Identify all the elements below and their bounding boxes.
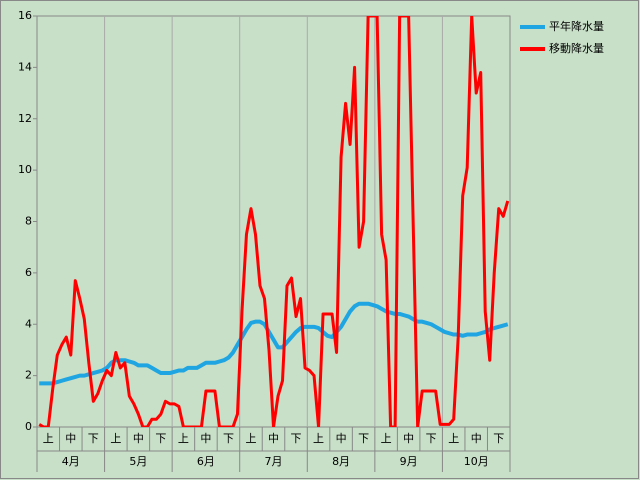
x-tick-label: 下 [223,432,234,445]
month-label: 6月 [197,455,215,468]
legend-label: 平年降水量 [549,19,604,33]
legend-label: 移動降水量 [549,41,604,55]
x-tick-label: 上 [110,432,121,445]
x-tick-label: 上 [245,432,256,445]
y-tick-label: 6 [25,266,32,279]
y-tick-label: 4 [25,317,32,330]
x-tick-label: 上 [381,432,392,445]
y-tick-label: 2 [25,369,32,382]
month-label: 10月 [464,455,489,468]
month-label: 5月 [129,455,147,468]
series-line [38,16,510,427]
x-tick-label: 下 [426,432,437,445]
month-label: 4月 [62,455,80,468]
x-tick-label: 中 [200,432,211,445]
x-tick-label: 下 [358,432,369,445]
x-tick-label: 中 [65,432,76,445]
x-tick-label: 中 [403,432,414,445]
y-tick-label: 0 [25,420,32,433]
month-label: 9月 [400,455,418,468]
x-tick-label: 下 [493,432,504,445]
month-label: 7月 [265,455,283,468]
x-tick-label: 下 [155,432,166,445]
x-tick-label: 中 [471,432,482,445]
x-tick-label: 下 [88,432,99,445]
y-tick-label: 10 [18,163,32,176]
x-tick-label: 中 [133,432,144,445]
x-tick-label: 上 [178,432,189,445]
x-tick-label: 上 [43,432,54,445]
month-label: 8月 [332,455,350,468]
x-tick-label: 上 [313,432,324,445]
y-tick-label: 8 [25,215,32,228]
x-tick-label: 中 [268,432,279,445]
series-group [38,16,510,427]
x-tick-label: 中 [336,432,347,445]
y-tick-label: 12 [18,112,32,125]
x-tick-label: 上 [448,432,459,445]
y-tick-label: 14 [18,60,32,73]
x-tick-label: 下 [291,432,302,445]
y-tick-label: 16 [18,9,32,22]
